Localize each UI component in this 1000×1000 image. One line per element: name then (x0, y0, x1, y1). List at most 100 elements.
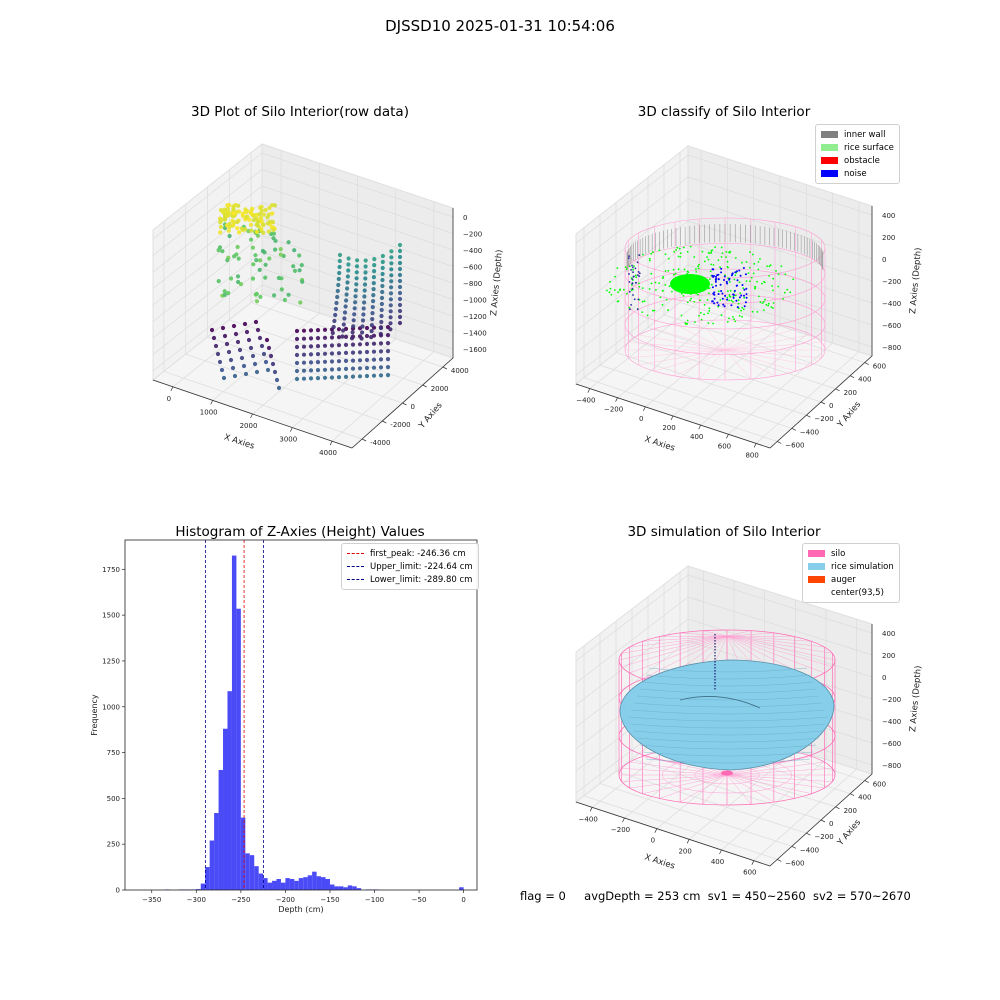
legend-swatch (808, 563, 825, 570)
raw-data-point (360, 330, 365, 335)
rice-surface-point (697, 293, 699, 296)
noise-point (722, 303, 725, 306)
raw-data-point (357, 350, 363, 355)
raw-data-point (294, 360, 300, 366)
silo-wire-spoke (724, 342, 822, 351)
rice-surface-point (658, 249, 661, 252)
rice-surface-point (616, 300, 619, 303)
chart-title-simulation: 3D simulation of Silo Interior (627, 524, 821, 540)
simulation-3d-plot: −400−2000200400600−600−400−2000200400600… (574, 564, 924, 877)
raw-data-point (322, 367, 328, 372)
rice-surface-point (623, 288, 625, 291)
raw-data-point (308, 360, 314, 365)
raw-data-point (239, 355, 245, 361)
raw-data-point (263, 275, 268, 280)
axis-line (575, 801, 771, 867)
rice-surface-point (761, 282, 763, 285)
raw-data-point (343, 342, 349, 347)
raw-z-tick-label: −1000 (463, 297, 487, 305)
noise-point (736, 270, 738, 273)
histogram-bar (263, 878, 268, 890)
grid-line (185, 353, 383, 422)
raw-data-point (299, 263, 304, 268)
raw-data-point (380, 253, 385, 259)
raw-data-point (257, 335, 263, 341)
raw-data-point (301, 352, 307, 357)
raw-data-point (301, 376, 307, 381)
x-tick (751, 860, 755, 865)
rice-surface-point (701, 250, 704, 253)
raw-data-point (343, 334, 349, 339)
simulation-z-tick-label: 0 (882, 674, 886, 682)
raw-data-point (216, 279, 221, 284)
grid-line (679, 301, 865, 363)
raw-data-point (276, 275, 281, 281)
raw-data-point (218, 220, 223, 225)
raw-data-point (389, 261, 394, 266)
raw-z-tick-label: −800 (463, 280, 482, 288)
rice-surface-point (726, 321, 729, 323)
y-tick (402, 402, 407, 406)
noise-point (731, 272, 734, 275)
noise-point (628, 290, 631, 293)
rice-surface-point (638, 282, 640, 285)
rice-surface-point (698, 314, 700, 317)
raw-data-point (389, 285, 394, 290)
raw-z-axis-label: Z Axies (Depth) (489, 249, 505, 316)
histogram-bar (325, 879, 330, 890)
raw-data-point (364, 341, 370, 347)
raw-data-point (364, 373, 370, 379)
silo-wire-spoke (702, 774, 728, 805)
grid-line (575, 574, 689, 662)
noise-point (711, 286, 714, 289)
silo-wire-spoke (724, 323, 776, 351)
rice-surface-point (682, 246, 685, 249)
raw-data-point (329, 359, 335, 364)
raw-data-point (261, 351, 267, 357)
raw-data-point (351, 318, 356, 323)
raw-data-point (308, 328, 314, 333)
x-tick (642, 406, 646, 412)
raw-data-point (265, 221, 270, 226)
rice-surface-mesh (633, 730, 823, 736)
raw-data-point (333, 306, 338, 312)
legend-swatch (821, 131, 838, 138)
silo-roof-spoke (659, 635, 728, 637)
histogram-bar (240, 817, 246, 890)
rice-surface-point (677, 255, 680, 258)
raw-data-point (315, 352, 321, 357)
raw-data-point (329, 375, 335, 380)
rice-surface-point (734, 274, 737, 277)
silo-roof-spoke (726, 632, 774, 637)
simulation-x-tick-label: 0 (651, 837, 655, 845)
histogram-y-tick-label: 1000 (102, 703, 120, 711)
raw-data-point (369, 323, 374, 328)
histogram-bar (236, 608, 241, 890)
rice-surface-point (667, 309, 669, 312)
raw-data-point (258, 258, 263, 263)
raw-data-point (263, 207, 268, 213)
rice-surface-point (625, 268, 628, 271)
silo-wire-spoke (680, 774, 728, 803)
histogram-bar (303, 877, 308, 890)
rice-surface-point (749, 251, 751, 254)
silo-roof-spoke (621, 635, 728, 667)
raw-data-point (363, 270, 368, 275)
legend-swatch (808, 550, 825, 557)
silo-wire-spoke (629, 761, 728, 776)
rice-surface-point (720, 314, 723, 317)
raw-data-point (378, 341, 384, 346)
x-tick (654, 828, 658, 833)
raw-data-point (364, 349, 370, 355)
raw-data-point (259, 208, 264, 213)
rice-surface-point (756, 280, 758, 283)
raw-data-point (261, 230, 266, 235)
y-tick (791, 427, 797, 431)
legend-entry-rice-surface: rice surface (821, 141, 894, 154)
histogram-bar (329, 884, 335, 890)
raw-data-point (276, 385, 282, 391)
silo-roof-spoke (629, 635, 728, 648)
raw-data-point (243, 371, 249, 377)
raw-data-point (336, 367, 342, 372)
